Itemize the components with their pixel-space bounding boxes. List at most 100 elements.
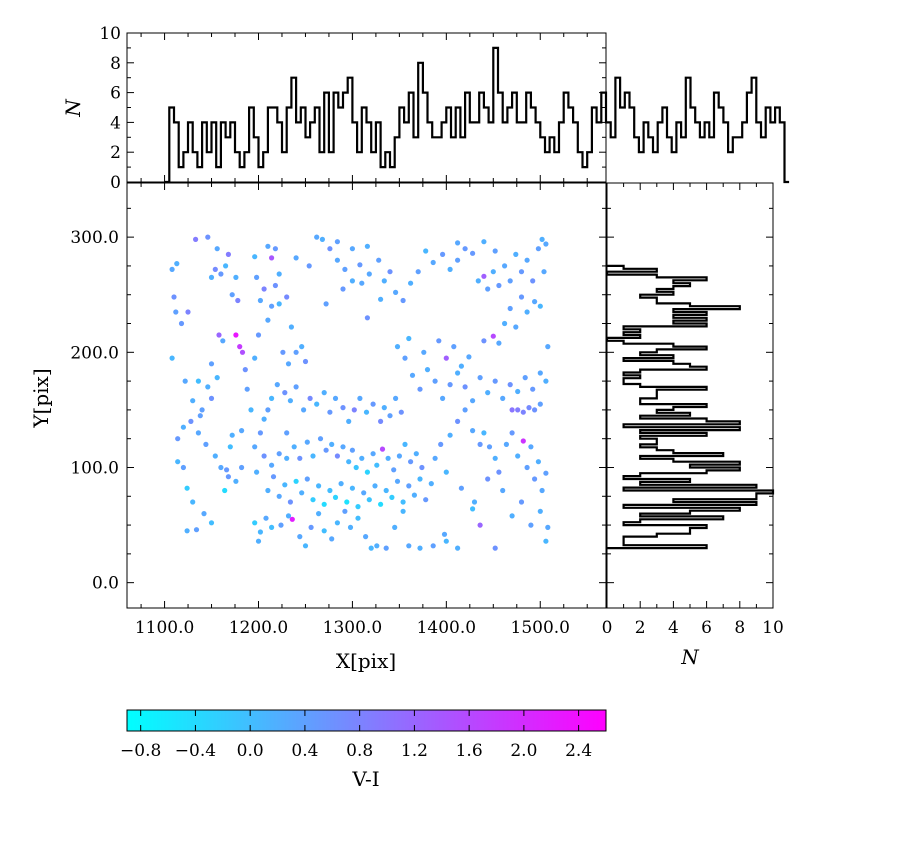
scatter-point bbox=[321, 501, 327, 507]
scatter-point bbox=[443, 538, 449, 544]
scatter-point bbox=[355, 504, 361, 510]
scatter-point bbox=[307, 395, 313, 401]
y-tick-label: 100.0 bbox=[70, 458, 119, 478]
scatter-point bbox=[269, 524, 275, 531]
scatter-point bbox=[269, 303, 275, 309]
scatter-point bbox=[212, 266, 218, 272]
scatter-point bbox=[423, 248, 429, 254]
scatter-point bbox=[470, 250, 476, 256]
scatter-point bbox=[447, 432, 453, 438]
scatter-point bbox=[492, 378, 498, 384]
scatter-point bbox=[199, 407, 205, 413]
colorbar-label: V-I bbox=[351, 767, 379, 791]
scatter-point bbox=[477, 375, 483, 381]
scatter-point bbox=[409, 372, 416, 378]
scatter-point bbox=[254, 469, 260, 475]
scatter-point bbox=[496, 469, 502, 475]
right-x-tick-label: 4 bbox=[668, 618, 679, 638]
scatter-point bbox=[389, 494, 395, 500]
scatter-point bbox=[481, 239, 487, 245]
scatter-point bbox=[265, 243, 271, 249]
scatter-ylabel: Y[pix] bbox=[29, 368, 53, 428]
scatter-point bbox=[515, 453, 521, 459]
scatter-point bbox=[203, 441, 209, 447]
scatter-point bbox=[441, 531, 448, 537]
scatter-point bbox=[462, 246, 468, 252]
scatter-point bbox=[402, 441, 408, 447]
colorbar-tick-label: 1.2 bbox=[401, 741, 428, 761]
scatter-point bbox=[419, 464, 425, 471]
scatter-point bbox=[317, 436, 324, 442]
scatter-point bbox=[392, 524, 398, 531]
right-histogram-ticks: 0 2 4 6 8 10 bbox=[602, 183, 784, 638]
scatter-point bbox=[257, 430, 263, 436]
scatter-point bbox=[220, 338, 226, 344]
scatter-point bbox=[528, 444, 534, 450]
scatter-point bbox=[332, 395, 339, 401]
scatter-point bbox=[334, 453, 340, 459]
scatter-point bbox=[257, 529, 263, 535]
scatter-point bbox=[334, 239, 340, 245]
scatter-point bbox=[366, 497, 372, 503]
scatter-point bbox=[299, 344, 305, 350]
top-y-tick-label: 6 bbox=[110, 84, 121, 104]
scatter-point bbox=[338, 481, 344, 487]
scatter-point bbox=[224, 467, 230, 473]
scatter-point bbox=[276, 301, 282, 307]
scatter-point bbox=[372, 483, 378, 489]
colorbar-tick-label: 0.0 bbox=[237, 741, 264, 761]
scatter-point bbox=[239, 428, 245, 434]
scatter-point bbox=[381, 278, 387, 284]
scatter-point bbox=[522, 375, 528, 381]
scatter-point bbox=[509, 407, 515, 413]
scatter-point bbox=[363, 409, 370, 415]
scatter-point bbox=[285, 513, 292, 519]
scatter-point bbox=[539, 236, 545, 242]
colorbar-tick-label: 2.0 bbox=[510, 741, 537, 761]
scatter-point bbox=[503, 441, 509, 447]
scatter-point bbox=[455, 257, 461, 263]
scatter-point bbox=[216, 332, 222, 338]
scatter-point bbox=[242, 367, 248, 373]
scatter-point bbox=[285, 361, 292, 367]
scatter-point bbox=[184, 528, 190, 534]
scatter-point bbox=[530, 386, 536, 392]
scatter-point bbox=[239, 349, 246, 355]
scatter-point bbox=[208, 395, 215, 401]
scatter-point bbox=[182, 378, 188, 384]
scatter-point bbox=[507, 382, 513, 388]
scatter-point bbox=[316, 510, 322, 517]
scatter-point bbox=[329, 441, 335, 447]
scatter-point bbox=[334, 520, 340, 526]
scatter-point bbox=[342, 266, 348, 272]
scatter-point bbox=[276, 451, 282, 457]
y-tick-label: 200.0 bbox=[70, 343, 119, 363]
scatter-point bbox=[532, 407, 538, 413]
scatter-point bbox=[184, 485, 190, 491]
scatter-point bbox=[173, 309, 179, 315]
scatter-point bbox=[535, 459, 542, 465]
scatter-point bbox=[545, 344, 551, 350]
scatter-point bbox=[486, 444, 493, 450]
scatter-point bbox=[520, 438, 526, 444]
scatter-point bbox=[458, 363, 464, 369]
scatter-point bbox=[387, 269, 393, 275]
scatter-point bbox=[430, 543, 436, 549]
scatter-point bbox=[278, 522, 284, 528]
scatter-point bbox=[379, 446, 386, 452]
scatter-point bbox=[349, 246, 355, 252]
right-x-tick-label: 10 bbox=[762, 618, 784, 638]
scatter-point bbox=[402, 355, 408, 361]
scatter-point bbox=[524, 257, 530, 263]
scatter-point bbox=[378, 501, 384, 507]
scatter-point bbox=[208, 520, 215, 526]
scatter-point bbox=[293, 384, 299, 390]
colorbar-gradient bbox=[126, 709, 607, 732]
scatter-point bbox=[201, 510, 207, 517]
scatter-point bbox=[293, 349, 299, 355]
right-histogram: 0 2 4 6 8 10 N bbox=[602, 182, 784, 669]
scatter-point bbox=[455, 370, 461, 376]
scatter-point bbox=[477, 522, 483, 528]
scatter-point bbox=[430, 259, 436, 266]
scatter-point bbox=[524, 464, 530, 471]
